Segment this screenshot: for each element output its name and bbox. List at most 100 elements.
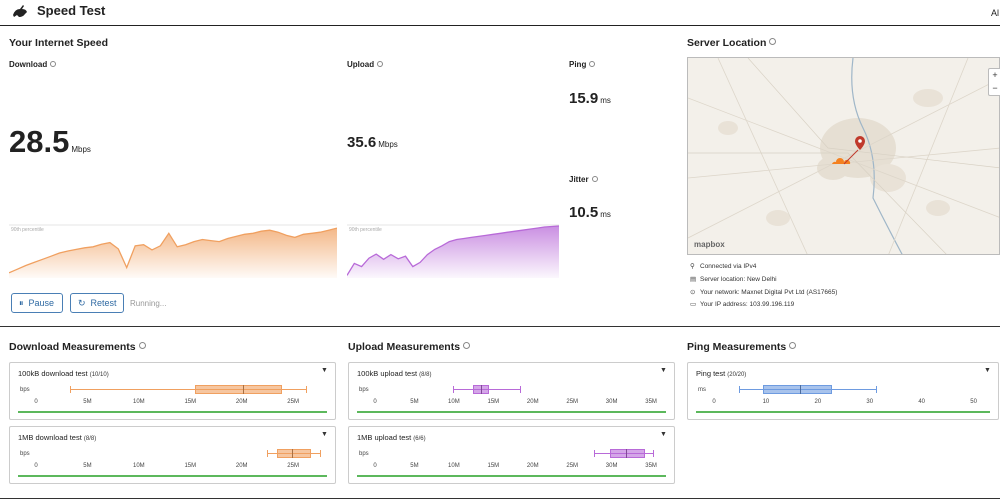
axis-tick-label: 0 [712, 399, 716, 405]
box-plot-box[interactable] [763, 385, 832, 394]
box-plot-box[interactable] [472, 385, 489, 394]
axis-tick-label: 20M [526, 399, 539, 405]
info-icon[interactable] [591, 176, 598, 182]
jitter-label: Jitter [569, 175, 598, 184]
axis-tick-label: 20M [235, 463, 248, 469]
chevron-down-icon[interactable]: ▼ [660, 367, 667, 374]
top-right-label[interactable]: Al [991, 8, 1000, 18]
axis-tick-label: 5M [410, 399, 419, 405]
box-whisker [69, 389, 306, 390]
jitter-value: 10.5 ms [569, 204, 611, 221]
download-1mb-test-panel[interactable]: 1MB download test (8/8) ▼ bps 0 5M 10M 15M 20M 2… [9, 426, 336, 484]
axis-tick-label: 5M [83, 399, 92, 405]
refresh-icon: ↻ [78, 297, 86, 308]
download-1mb-test-title: 1MB download test (8/8) [18, 433, 97, 442]
server-map[interactable] [687, 57, 1000, 255]
ping-value: 15.9 ms [569, 90, 611, 107]
box-whisker-cap [320, 450, 322, 457]
upload-label: Upload [347, 60, 384, 69]
axis-unit-label: ms [698, 387, 706, 393]
upload-100kb-test-title: 100kB upload test (8/8) [357, 369, 432, 378]
axis-tick-label: 30M [605, 399, 618, 405]
download-100kb-test-panel[interactable]: 100kB download test (10/10) ▼ bps 0 5M 10M 15M… [9, 362, 336, 420]
box-plot-median [291, 449, 293, 458]
section-divider [0, 326, 1000, 327]
axis-tick-label: 15M [184, 399, 197, 405]
axis-tick-label: 35M [645, 399, 657, 405]
axis-tick-label: 10M [448, 399, 460, 405]
axis-tick-label: 10M [448, 463, 460, 469]
zoom-in-button[interactable]: + [992, 70, 998, 80]
network-icon: ⚲ [690, 263, 695, 270]
axis-tick-label: 10M [133, 463, 145, 469]
rabbit-logo-icon [13, 5, 27, 17]
axis-tick-label: 25M [287, 463, 299, 469]
bottom-divider [0, 498, 1000, 499]
info-icon[interactable] [463, 342, 471, 349]
chevron-down-icon[interactable]: ▼ [321, 367, 328, 374]
box-whisker-cap [69, 386, 71, 393]
axis-tick-label: 5M [410, 463, 419, 469]
upload-100kb-test-panel[interactable]: 100kB upload test (8/8) ▼ bps 0 5M 10M 15M 20M 2… [348, 362, 675, 420]
info-icon[interactable] [589, 61, 596, 67]
axis-tick-label: 15M [487, 399, 500, 405]
box-plot-median [625, 449, 627, 458]
box-whisker-cap [519, 386, 521, 393]
axis-tick-label: 0 [373, 463, 377, 469]
upload-line [347, 225, 559, 276]
chevron-down-icon[interactable]: ▼ [984, 367, 991, 374]
info-icon[interactable] [769, 38, 777, 45]
chevron-down-icon[interactable]: ▼ [660, 431, 667, 438]
network-info: ⊙ Your network: Maxnet Digital Pvt Ltd (A… [690, 289, 838, 296]
axis-tick-label: 25M [566, 463, 579, 469]
info-icon[interactable] [377, 61, 384, 67]
retest-button[interactable]: ↻ Retest [70, 293, 124, 313]
box-plot-median [243, 385, 245, 394]
ping-test-panel[interactable]: Ping test (20/20) ▼ ms 0 10 20 30 40 50 [687, 362, 999, 420]
box-whisker-cap [594, 450, 596, 457]
box-whisker-cap [876, 386, 877, 393]
test-complete-bar [18, 475, 327, 477]
axis-tick-label: 30 [866, 399, 874, 405]
chevron-down-icon[interactable]: ▼ [321, 431, 328, 438]
box-whisker-cap [653, 450, 655, 457]
axis-tick-label: 35M [645, 463, 657, 469]
download-chart [9, 224, 337, 278]
box-plot-box[interactable] [195, 385, 282, 394]
info-icon[interactable] [138, 342, 146, 349]
upload-1mb-test-panel[interactable]: 1MB upload test (6/6) ▼ bps 0 5M 10M 15M 20M 25M… [348, 426, 675, 484]
axis-unit-label: bps [359, 451, 369, 457]
pause-button[interactable]: ⏸ Pause [11, 293, 63, 313]
axis-tick-label: 5M [83, 463, 92, 469]
download-label: Download [9, 60, 57, 69]
box-plot-median [480, 385, 482, 394]
map-graphic [688, 58, 999, 254]
upload-1mb-test-title: 1MB upload test (6/6) [357, 433, 426, 442]
box-whisker-cap [738, 386, 740, 393]
speed-section-title: Your Internet Speed [9, 37, 108, 49]
info-icon[interactable] [50, 61, 57, 67]
ping-label: Ping [569, 60, 596, 69]
axis-tick-label: 20M [526, 463, 539, 469]
box-plot-box[interactable] [610, 449, 646, 458]
box-plot-box[interactable] [277, 449, 311, 458]
axis-tick-label: 0 [34, 463, 38, 469]
top-bar: Speed Test Al [0, 0, 1000, 26]
download-measurements-title: Download Measurements [9, 341, 146, 353]
pause-icon: ⏸ [19, 297, 24, 308]
download-percentile-label: 90th percentile [11, 227, 44, 233]
download-value: 28.5 Mbps [9, 124, 91, 159]
upload-percentile-label: 90th percentile [349, 227, 382, 233]
test-complete-bar [357, 475, 666, 477]
download-area [9, 228, 337, 278]
test-complete-bar [357, 411, 666, 413]
upload-area [347, 226, 559, 278]
ping-test-title: Ping test (20/20) [696, 369, 747, 378]
zoom-out-button[interactable]: − [992, 83, 998, 93]
download-100kb-test-title: 100kB download test (10/10) [18, 369, 109, 378]
ping-measurements-title: Ping Measurements [687, 341, 797, 353]
monitor-icon: ▭ [690, 301, 697, 308]
info-icon[interactable] [789, 342, 797, 349]
upload-value: 35.6 Mbps [347, 134, 398, 151]
axis-tick-label: 25M [287, 399, 299, 405]
